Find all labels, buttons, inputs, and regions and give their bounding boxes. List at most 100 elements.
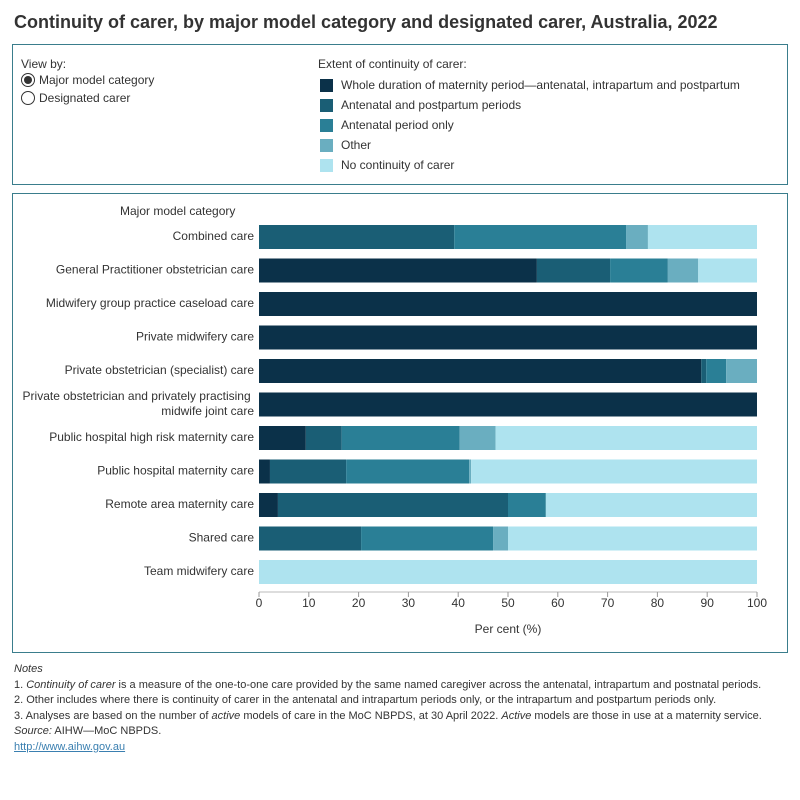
view-by-option[interactable]: Designated carer [21, 89, 154, 107]
bar-segment [536, 258, 611, 283]
legend-label: Antenatal period only [341, 118, 454, 132]
category-label: Private midwifery care [136, 330, 254, 344]
bar-segment [469, 459, 472, 484]
chart: Major model category 0 10 20 30 40 50 60 70 80 90 1… [23, 204, 768, 636]
x-tick-label: 70 [601, 596, 615, 610]
legend-item: No continuity of carer [318, 155, 740, 175]
radio-button[interactable] [21, 73, 35, 87]
bar-segment [454, 225, 627, 249]
bar-segment [259, 560, 757, 584]
bar-segment [269, 459, 347, 484]
category-label: Midwifery group practice caseload care [46, 296, 254, 310]
option-label: Major model category [39, 73, 155, 87]
bar-segment [259, 392, 757, 417]
bar-segment [259, 493, 278, 517]
bar-segment [508, 493, 546, 517]
note-text: models of care in the MoC NBPDS, at 30 A… [240, 709, 502, 722]
bar-segment [259, 359, 702, 383]
bar-segment [259, 426, 306, 450]
category-label: Public hospital high risk maternity care [49, 430, 254, 444]
source-text: AIHW—MoC NBPDS. [51, 725, 162, 737]
bar-segment [726, 359, 757, 383]
bar-segment [701, 359, 707, 383]
legend-item: Antenatal and postpartum periods [318, 95, 740, 115]
notes: Notes 1. Continuity of carer is a measur… [14, 662, 784, 755]
bar-segment [610, 258, 668, 283]
legend-swatch [320, 98, 333, 112]
controls-panel: View by: Major model category Designated … [12, 44, 788, 185]
legend-label: No continuity of carer [341, 158, 455, 172]
note-text: active [211, 709, 241, 722]
legend-swatch [320, 138, 333, 152]
x-tick-label: 90 [701, 596, 715, 610]
bar-segment [277, 493, 508, 517]
link[interactable]: http://www.aihw.gov.au [14, 740, 126, 753]
legend-item: Antenatal period only [318, 115, 740, 135]
bar-segment [259, 292, 757, 316]
legend-swatch [320, 158, 333, 172]
view-by: View by: Major model category Designated … [21, 57, 154, 107]
x-tick-label: 50 [501, 596, 515, 610]
bar-segment [259, 258, 537, 283]
view-by-option[interactable]: Major model category [21, 71, 154, 89]
y-axis-title: Major model category [120, 204, 235, 218]
bar-segment [259, 459, 270, 484]
bar-segment [647, 225, 757, 249]
note-text: Active [501, 709, 532, 722]
category-label: Public hospital maternity care [97, 464, 254, 478]
x-tick-label: 20 [352, 596, 366, 610]
bar-segment [698, 258, 757, 283]
x-tick-label: 10 [302, 596, 316, 610]
bar-segment [259, 325, 757, 350]
radio-button[interactable] [21, 91, 35, 105]
note-text: is a measure of the one-to-one care prov… [115, 678, 762, 691]
category-label: General Practitioner obstetrician care [56, 263, 254, 277]
bar-segment [341, 426, 460, 450]
category-label: Shared care [189, 531, 255, 545]
category-label: Combined care [173, 229, 255, 243]
view-by-label: View by: [21, 57, 67, 71]
chart-panel [12, 193, 788, 653]
legend: Extent of continuity of carer: Whole dur… [318, 57, 740, 175]
category-label: Private obstetrician (specialist) care [65, 363, 255, 377]
notes-heading: Notes [14, 663, 43, 675]
source: Source: AIHW—MoC NBPDS. [14, 724, 784, 740]
note: 3. Analyses are based on the number of a… [14, 709, 784, 725]
bar-segment [493, 526, 508, 551]
source-label: Source: [14, 725, 52, 737]
bar-segment [346, 459, 470, 484]
bar-segment [508, 526, 757, 551]
bar-segment [259, 225, 455, 249]
note-text: Continuity of carer [26, 678, 116, 691]
note-text: 1. [14, 678, 27, 691]
legend-label: Whole duration of maternity period—anten… [341, 78, 740, 92]
category-label: Team midwifery care [144, 564, 254, 578]
legend-swatch [320, 118, 333, 132]
note-text: models are those in use at a maternity s… [531, 709, 762, 722]
legend-swatch [320, 78, 333, 92]
category-label: Private obstetrician and privately pract… [23, 389, 255, 418]
legend-title: Extent of continuity of carer: [318, 57, 467, 71]
legend-item: Other [318, 135, 740, 155]
legend-item: Whole duration of maternity period—anten… [318, 75, 740, 95]
x-tick-label: 40 [452, 596, 466, 610]
note: 1. Continuity of carer is a measure of t… [14, 678, 784, 694]
category-label: Remote area maternity care [105, 497, 254, 511]
x-axis-title: Per cent (%) [475, 622, 542, 636]
bar-segment [495, 426, 757, 450]
x-tick-label: 80 [651, 596, 665, 610]
legend-label: Antenatal and postpartum periods [341, 98, 522, 112]
view-by-options: Major model category Designated carer [21, 71, 154, 107]
x-tick-label: 100 [747, 596, 767, 610]
note: 2. Other includes where there is continu… [14, 693, 784, 709]
x-tick-label: 0 [256, 596, 263, 610]
bar-segment [545, 493, 757, 517]
bar-segment [706, 359, 727, 383]
bar-segment [667, 258, 699, 283]
bar-segment [305, 426, 342, 450]
page-title: Continuity of carer, by major model cate… [14, 12, 718, 32]
bar-segment [626, 225, 648, 249]
bar-segment [361, 526, 494, 551]
x-tick-label: 60 [551, 596, 565, 610]
